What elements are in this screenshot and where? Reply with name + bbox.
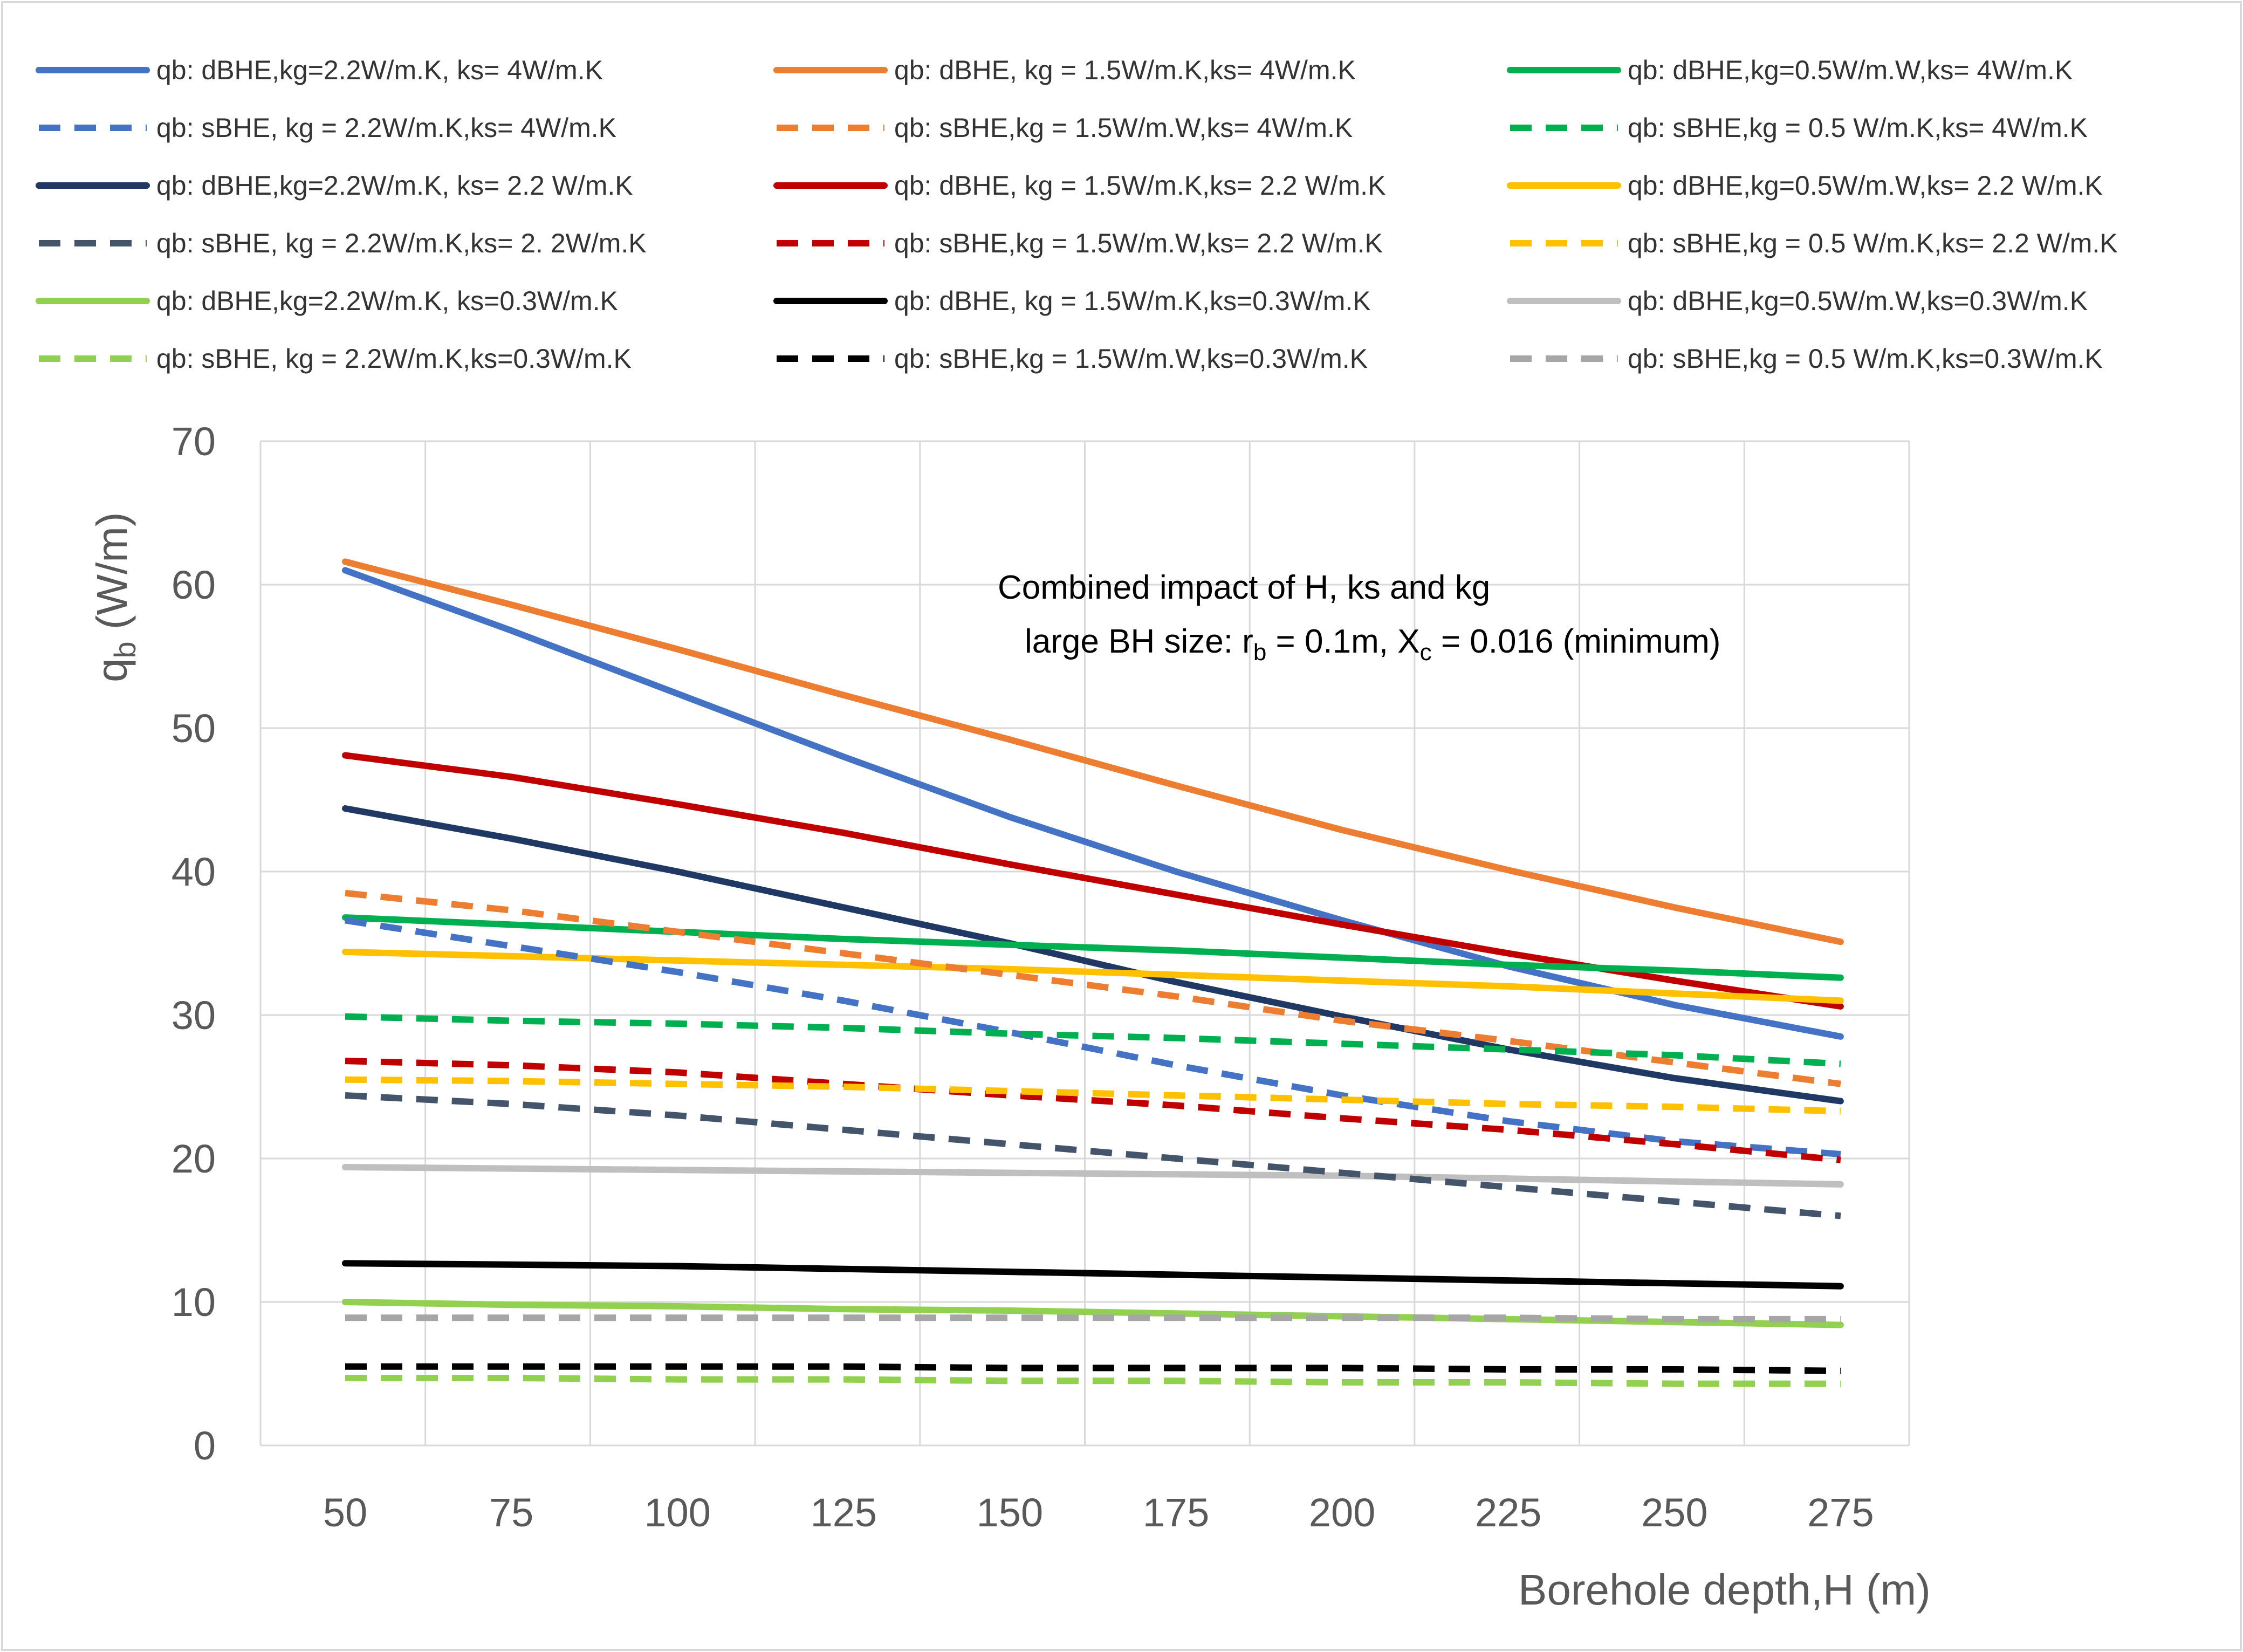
series-line-10	[345, 1058, 1841, 1163]
y-tick-label: 60	[172, 563, 216, 607]
legend-item: qb: sBHE, kg = 2.2W/m.K,ks=0.3W/m.K	[39, 344, 632, 374]
legend-item: qb: sBHE,kg = 0.5 W/m.K,ks= 4W/m.K	[1510, 113, 2088, 143]
y-axis-title-sub: b	[108, 641, 142, 658]
series-line-18	[345, 1314, 1841, 1322]
y-axis-ticks: 0 10 20 30 40 50 60 70	[172, 419, 216, 1468]
y-axis-title-main: q	[88, 659, 136, 683]
legend-label: qb: dBHE, kg = 1.5W/m.K,ks= 2.2 W/m.K	[894, 170, 1385, 201]
series-line-12	[345, 1363, 1841, 1374]
x-tick-label: 200	[1309, 1490, 1375, 1535]
legend-label: qb: sBHE, kg = 2.2W/m.K,ks= 4W/m.K	[156, 113, 616, 143]
x-tick-label: 100	[644, 1490, 710, 1535]
y-tick-label: 0	[194, 1423, 216, 1468]
series-line-11	[342, 1260, 1844, 1290]
legend-item: qb: sBHE,kg = 0.5 W/m.K,ks=0.3W/m.K	[1510, 344, 2103, 374]
legend-item: qb: sBHE,kg = 0.5 W/m.K,ks= 2.2 W/m.K	[1510, 228, 2118, 258]
legend-item: qb: dBHE, kg = 1.5W/m.K,ks= 2.2 W/m.K	[773, 170, 1385, 201]
y-tick-label: 20	[172, 1136, 216, 1181]
legend-label: qb: sBHE,kg = 1.5W/m.W,ks=0.3W/m.K	[894, 344, 1368, 374]
legend-item: qb: sBHE,kg = 1.5W/m.W,ks= 2.2 W/m.K	[777, 228, 1383, 258]
x-tick-label: 75	[489, 1490, 533, 1535]
x-tick-label: 150	[977, 1490, 1043, 1535]
x-axis-title: Borehole depth,H (m)	[1518, 1566, 1931, 1614]
series-line-6	[345, 1375, 1841, 1387]
legend-item: qb: dBHE,kg=2.2W/m.K, ks= 2.2 W/m.K	[36, 170, 633, 201]
legend-label: qb: dBHE, kg = 1.5W/m.K,ks= 4W/m.K	[894, 55, 1356, 85]
series-line-16	[345, 1076, 1841, 1115]
series-line-4	[345, 1092, 1841, 1219]
y-axis-title: qb (W/m)	[88, 512, 142, 682]
annotation-sub-xc: c	[1420, 639, 1432, 666]
legend-label: qb: sBHE, kg = 2.2W/m.K,ks=0.3W/m.K	[156, 344, 632, 374]
legend-label: qb: sBHE, kg = 2.2W/m.K,ks= 2. 2W/m.K	[156, 228, 647, 258]
legend-item: qb: dBHE,kg=0.5W/m.W,ks= 2.2 W/m.K	[1507, 170, 2103, 201]
series-line-13	[342, 914, 1844, 981]
annotation-mid: = 0.1m, X	[1266, 623, 1419, 660]
legend-item: qb: sBHE, kg = 2.2W/m.K,ks= 2. 2W/m.K	[39, 228, 647, 258]
legend-item: qb: sBHE,kg = 1.5W/m.W,ks= 4W/m.K	[777, 113, 1353, 143]
y-axis-title-unit: (W/m)	[88, 512, 136, 641]
legend-label: qb: dBHE,kg=0.5W/m.W,ks=0.3W/m.K	[1628, 286, 2088, 316]
y-tick-label: 50	[172, 706, 216, 751]
annotation-prefix: large BH size: r	[1025, 623, 1253, 660]
x-tick-label: 175	[1143, 1490, 1209, 1535]
legend-item: qb: sBHE,kg = 1.5W/m.W,ks=0.3W/m.K	[777, 344, 1368, 374]
annotation-sub-rb: b	[1253, 639, 1266, 666]
legend-label: qb: sBHE,kg = 1.5W/m.W,ks= 4W/m.K	[894, 113, 1353, 143]
legend-label: qb: dBHE, kg = 1.5W/m.K,ks=0.3W/m.K	[894, 286, 1371, 316]
series-line-17	[342, 1164, 1844, 1188]
legend-label: qb: sBHE,kg = 1.5W/m.W,ks= 2.2 W/m.K	[894, 228, 1383, 258]
legend-item: qb: dBHE,kg=0.5W/m.W,ks= 4W/m.K	[1507, 55, 2073, 85]
x-tick-label: 225	[1475, 1490, 1541, 1535]
legend-label: qb: sBHE,kg = 0.5 W/m.K,ks= 2.2 W/m.K	[1628, 228, 2118, 258]
y-tick-label: 70	[172, 419, 216, 464]
legend-label: qb: dBHE,kg=0.5W/m.W,ks= 4W/m.K	[1628, 55, 2073, 85]
legend-item: qb: sBHE, kg = 2.2W/m.K,ks= 4W/m.K	[39, 113, 616, 143]
series-line-14	[345, 1013, 1841, 1067]
x-tick-label: 50	[323, 1490, 367, 1535]
annotation-line-2: large BH size: rb = 0.1m, Xc = 0.016 (mi…	[1025, 623, 1720, 666]
legend-item: qb: dBHE,kg=0.5W/m.W,ks=0.3W/m.K	[1507, 286, 2088, 316]
legend-item: qb: dBHE, kg = 1.5W/m.K,ks= 4W/m.K	[773, 55, 1356, 85]
series-line-2	[345, 917, 1841, 1157]
series-line-7	[342, 558, 1844, 945]
legend-label: qb: sBHE,kg = 0.5 W/m.K,ks= 4W/m.K	[1628, 113, 2088, 143]
legend-item: qb: dBHE, kg = 1.5W/m.K,ks=0.3W/m.K	[773, 286, 1371, 316]
legend: qb: dBHE,kg=2.2W/m.K, ks= 4W/m.K qb: sBHE…	[36, 55, 2118, 374]
x-axis-ticks: 50 75 100 125 150 175 200 225 250 275	[323, 1490, 1874, 1535]
annotation-line-1: Combined impact of H, ks and kg	[998, 569, 1490, 606]
legend-label: qb: sBHE,kg = 0.5 W/m.K,ks=0.3W/m.K	[1628, 344, 2103, 374]
legend-label: qb: dBHE,kg=2.2W/m.K, ks= 2.2 W/m.K	[156, 170, 633, 201]
x-tick-label: 250	[1641, 1490, 1707, 1535]
legend-label: qb: dBHE,kg=2.2W/m.K, ks=0.3W/m.K	[156, 286, 618, 316]
series-line-3	[342, 805, 1844, 1105]
y-tick-label: 30	[172, 993, 216, 1038]
series-layer	[342, 558, 1844, 1387]
y-tick-label: 10	[172, 1280, 216, 1325]
y-tick-label: 40	[172, 849, 216, 894]
x-tick-label: 275	[1807, 1490, 1874, 1535]
legend-item: qb: dBHE,kg=2.2W/m.K, ks=0.3W/m.K	[36, 286, 618, 316]
legend-item: qb: dBHE,kg=2.2W/m.K, ks= 4W/m.K	[36, 55, 603, 85]
series-line-1	[342, 567, 1844, 1040]
annotation-suffix: = 0.016 (minimum)	[1432, 623, 1721, 660]
x-tick-label: 125	[811, 1490, 877, 1535]
legend-label: qb: dBHE,kg=0.5W/m.W,ks= 2.2 W/m.K	[1628, 170, 2103, 201]
legend-label: qb: dBHE,kg=2.2W/m.K, ks= 4W/m.K	[156, 55, 603, 85]
